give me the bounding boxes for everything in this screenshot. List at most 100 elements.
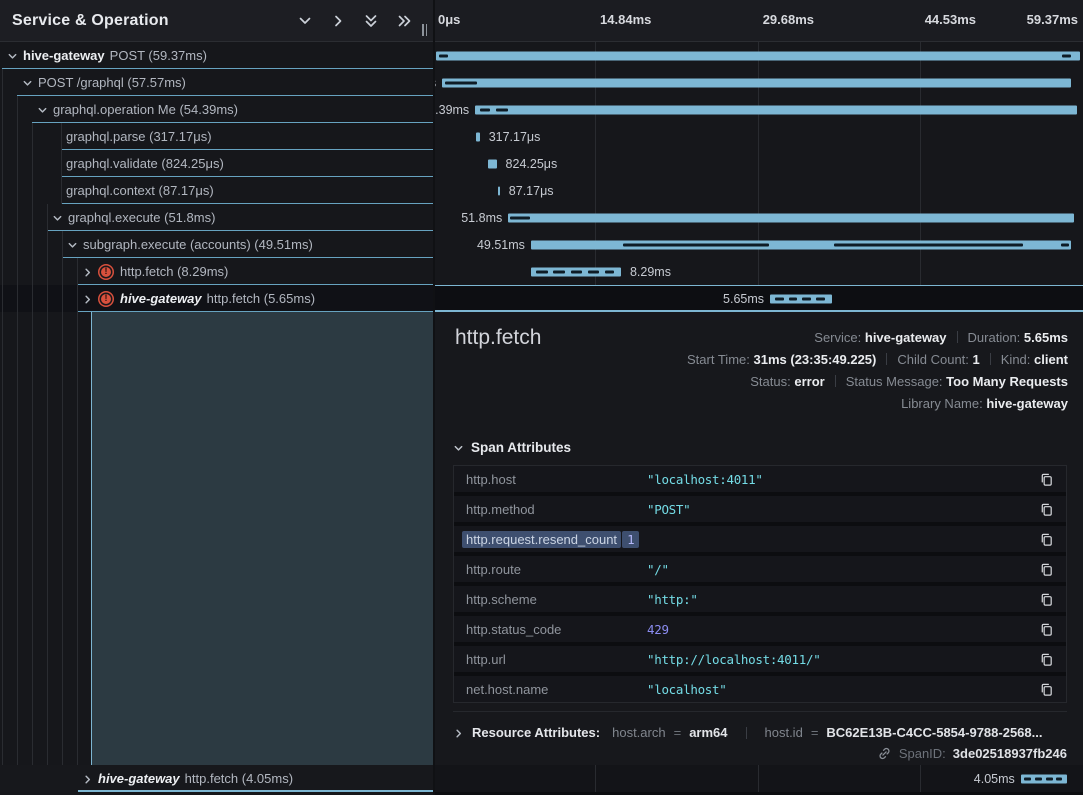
duration-label: 49.51ms — [476, 237, 525, 252]
span-label: http.fetch (8.29ms) — [120, 264, 229, 279]
attribute-row[interactable]: http.url "http://localhost:4011/" — [454, 646, 1066, 672]
span-bar[interactable] — [442, 78, 1072, 87]
span-tree-row[interactable]: subgraph.execute (accounts) (49.51ms) — [0, 231, 434, 258]
span-tree-row-selected[interactable]: hive-gateway http.fetch (5.65ms) — [0, 285, 434, 312]
timeline-row[interactable]: 317.17μs — [435, 123, 1083, 150]
panel-splitter[interactable] — [433, 0, 435, 795]
timeline-row[interactable]: 54.39ms — [435, 96, 1083, 123]
copy-icon[interactable] — [1039, 622, 1054, 637]
ruler-tick: 44.53ms — [924, 12, 977, 27]
meta-line: Start Time: 31ms (23:35:49.225) Child Cou… — [687, 352, 1068, 367]
attribute-key: http.method — [466, 501, 535, 517]
timeline-row[interactable]: 51.8ms — [435, 204, 1083, 231]
timeline-row[interactable]: 8.29ms — [435, 258, 1083, 285]
attribute-row[interactable]: http.request.resend_count 1 — [454, 526, 1066, 552]
attribute-row[interactable]: http.route "/" — [454, 556, 1066, 582]
span-title: http.fetch — [455, 326, 542, 349]
timeline-row[interactable]: 4.05ms — [435, 765, 1083, 792]
duration-label: 4.05ms — [973, 771, 1015, 786]
span-tree-row[interactable]: POST /graphql (57.57ms) — [0, 69, 434, 96]
attribute-value: "localhost" — [647, 681, 727, 697]
copy-icon[interactable] — [1039, 502, 1054, 517]
span-tree-row[interactable]: http.fetch (8.29ms) — [0, 258, 434, 285]
splitter-handle-icon[interactable] — [422, 24, 430, 36]
span-bar[interactable] — [530, 240, 1072, 249]
indent-guide — [2, 69, 3, 792]
selected-row-border — [435, 310, 1083, 312]
expand-all-icon[interactable] — [396, 13, 412, 29]
attribute-row[interactable]: http.host "localhost:4011" — [454, 466, 1066, 492]
attribute-key: http.scheme — [466, 591, 537, 607]
attribute-row[interactable]: http.scheme "http:" — [454, 586, 1066, 612]
copy-icon[interactable] — [1039, 682, 1054, 697]
chevron-right-icon[interactable] — [82, 773, 93, 784]
span-label: subgraph.execute (accounts) (49.51ms) — [83, 237, 313, 252]
attribute-value: "/" — [647, 561, 669, 577]
span-label: graphql.execute (51.8ms) — [68, 210, 216, 225]
copy-icon[interactable] — [1039, 592, 1054, 607]
collapse-all-icon[interactable] — [363, 13, 379, 29]
duration-label: 8.29ms — [629, 264, 671, 279]
span-bar[interactable] — [436, 51, 1080, 60]
span-attributes-header[interactable]: Span Attributes — [453, 440, 1067, 455]
span-label: http.fetch (4.05ms) — [184, 771, 294, 786]
resource-attributes-row[interactable]: Resource Attributes: host.arch = arm64 h… — [453, 711, 1067, 740]
chevron-right-icon[interactable] — [82, 266, 93, 277]
attribute-key: http.host — [466, 471, 516, 487]
span-bar[interactable] — [475, 105, 1078, 114]
timeline-row[interactable]: 49.51ms — [435, 231, 1083, 258]
collapse-one-icon[interactable] — [297, 13, 313, 29]
copy-icon[interactable] — [1039, 472, 1054, 487]
span-tree-row[interactable]: graphql.execute (51.8ms) — [0, 204, 434, 231]
copy-icon[interactable] — [1039, 532, 1054, 547]
attribute-value: "http:" — [647, 591, 698, 607]
chevron-right-icon[interactable] — [82, 293, 93, 304]
chevron-down-icon[interactable] — [52, 212, 63, 223]
expand-one-icon[interactable] — [330, 13, 346, 29]
span-bar[interactable] — [530, 267, 621, 276]
ruler-tick: 14.84ms — [600, 12, 652, 27]
attribute-value: "POST" — [647, 501, 691, 517]
chevron-down-icon[interactable] — [7, 50, 18, 61]
link-icon[interactable] — [877, 746, 892, 761]
span-tree-row[interactable]: graphql.operation Me (54.39ms) — [0, 96, 434, 123]
span-label: graphql.parse (317.17μs) — [66, 129, 212, 144]
timeline-row[interactable]: 57.57ms — [435, 69, 1083, 96]
attribute-row[interactable]: net.host.name "localhost" — [454, 676, 1066, 702]
chevron-down-icon — [453, 442, 464, 453]
attribute-value: "localhost:4011" — [647, 471, 763, 487]
span-bar[interactable] — [497, 186, 500, 195]
timeline-row[interactable]: 824.25μs — [435, 150, 1083, 177]
chevron-down-icon[interactable] — [67, 239, 78, 250]
timeline-row[interactable]: 87.17μs — [435, 177, 1083, 204]
span-tree: hive-gateway POST (59.37ms) POST /graphq… — [0, 42, 434, 312]
timeline-row-selected[interactable]: 5.65ms — [435, 285, 1083, 312]
span-tree-row[interactable]: graphql.context (87.17μs) — [0, 177, 434, 204]
duration-label: 87.17μs — [508, 183, 554, 198]
service-name: hive-gateway — [98, 771, 180, 786]
copy-icon[interactable] — [1039, 562, 1054, 577]
resource-value: BC62E13B-C4CC-5854-9788-2568... — [826, 725, 1043, 740]
resource-key: host.id — [764, 725, 803, 740]
span-tree-row[interactable]: graphql.validate (824.25μs) — [0, 150, 434, 177]
ruler-tick: 59.37ms — [1026, 12, 1078, 27]
span-tree-panel: Service & Operation hive-gateway POST (5… — [0, 0, 434, 795]
span-tree-row[interactable]: hive-gateway http.fetch (4.05ms) — [0, 765, 434, 792]
span-bar[interactable] — [475, 132, 480, 141]
span-label: graphql.context (87.17μs) — [66, 183, 214, 198]
attribute-row[interactable]: http.method "POST" — [454, 496, 1066, 522]
timeline-row[interactable]: 59.37ms — [435, 42, 1083, 69]
attribute-key: http.url — [466, 651, 506, 667]
span-bar[interactable] — [1020, 774, 1067, 783]
span-bar[interactable] — [508, 213, 1074, 222]
span-tree-row[interactable]: hive-gateway POST (59.37ms) — [0, 42, 434, 69]
chevron-down-icon[interactable] — [22, 77, 33, 88]
span-bar[interactable] — [488, 159, 497, 168]
chevron-down-icon[interactable] — [37, 104, 48, 115]
bottom-edge — [435, 792, 1083, 795]
copy-icon[interactable] — [1039, 652, 1054, 667]
attribute-row[interactable]: http.status_code 429 — [454, 616, 1066, 642]
span-tree-row[interactable]: graphql.parse (317.17μs) — [0, 123, 434, 150]
indent-guide — [61, 123, 62, 204]
span-bar[interactable] — [770, 294, 833, 304]
